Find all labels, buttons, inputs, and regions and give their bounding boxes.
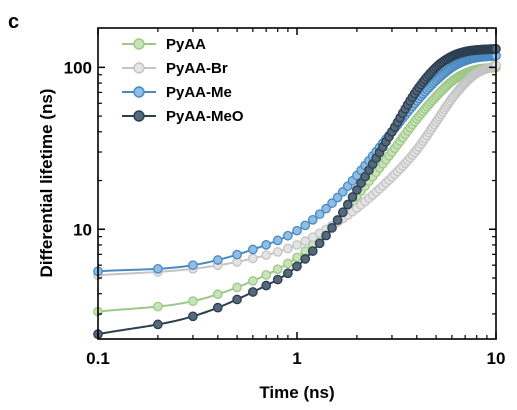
data-point xyxy=(188,296,198,306)
data-point xyxy=(347,192,358,202)
legend-label: PyAA-MeO xyxy=(166,108,244,125)
data-point xyxy=(300,220,311,231)
data-point xyxy=(292,240,302,250)
data-point xyxy=(314,209,325,220)
data-point xyxy=(248,244,258,255)
data-point xyxy=(153,319,163,330)
data-point xyxy=(283,230,293,241)
data-point xyxy=(292,225,302,236)
series-pyaa-br xyxy=(93,60,501,281)
legend-item-pyaa-br: PyAA-Br xyxy=(122,60,228,77)
data-point xyxy=(283,243,293,254)
data-point xyxy=(232,282,242,293)
legend-label: PyAA xyxy=(166,36,206,53)
data-point xyxy=(327,223,337,233)
legend-marker xyxy=(133,38,145,50)
data-point xyxy=(292,261,302,272)
data-point xyxy=(272,247,283,257)
data-point xyxy=(248,253,258,264)
data-point xyxy=(188,311,198,322)
data-point xyxy=(300,236,311,247)
data-point xyxy=(283,268,293,279)
legend-marker xyxy=(133,62,145,74)
x-tick-label: 0.1 xyxy=(86,349,110,368)
x-tick-label: 1 xyxy=(292,349,301,368)
legend-marker xyxy=(133,86,145,98)
data-point xyxy=(352,185,362,195)
data-point xyxy=(272,274,283,285)
legend-item-pyaa-me: PyAA-Me xyxy=(122,84,232,101)
data-point xyxy=(212,289,223,300)
data-point xyxy=(261,270,272,280)
data-point xyxy=(338,207,348,218)
data-point xyxy=(248,276,258,286)
data-point xyxy=(261,240,272,250)
data-point xyxy=(327,198,337,208)
y-tick-label: 10 xyxy=(73,220,92,239)
data-point xyxy=(272,264,283,275)
data-point xyxy=(261,280,272,291)
data-point xyxy=(232,294,242,305)
y-axis-title: Differential lifetime (ns) xyxy=(37,89,56,278)
series-line xyxy=(97,54,497,273)
data-point xyxy=(332,215,343,225)
data-point xyxy=(272,235,283,246)
data-point xyxy=(321,203,331,214)
data-point xyxy=(248,287,258,297)
data-point xyxy=(261,250,272,261)
x-tick-label: 10 xyxy=(487,349,506,368)
data-point xyxy=(292,252,302,263)
data-point xyxy=(153,263,163,274)
data-point xyxy=(307,246,318,256)
data-point xyxy=(321,230,331,241)
legend-label: PyAA-Me xyxy=(166,84,232,101)
legend-marker xyxy=(133,110,145,122)
legend-label: PyAA-Br xyxy=(166,60,228,77)
series-pyaa xyxy=(93,62,501,317)
legend-item-pyaa: PyAA xyxy=(122,36,206,53)
data-point xyxy=(153,301,163,312)
legend-item-pyaa-meo: PyAA-MeO xyxy=(122,108,244,125)
series-layer xyxy=(93,44,501,339)
data-point xyxy=(188,260,198,271)
data-point xyxy=(212,255,223,265)
data-point xyxy=(212,302,223,313)
data-point xyxy=(232,249,242,260)
y-tick-label: 100 xyxy=(64,58,92,77)
panel-label: c xyxy=(8,11,19,33)
legend: PyAA PyAA-Br PyAA-Me PyAA-MeO xyxy=(122,36,244,125)
data-point xyxy=(283,258,293,269)
data-point xyxy=(307,214,318,225)
x-axis-title: Time (ns) xyxy=(259,383,334,402)
data-point xyxy=(314,238,325,249)
tick-layer: 0.1 1 10 10 100 xyxy=(64,28,506,368)
data-point xyxy=(300,254,311,264)
data-point xyxy=(342,199,353,210)
